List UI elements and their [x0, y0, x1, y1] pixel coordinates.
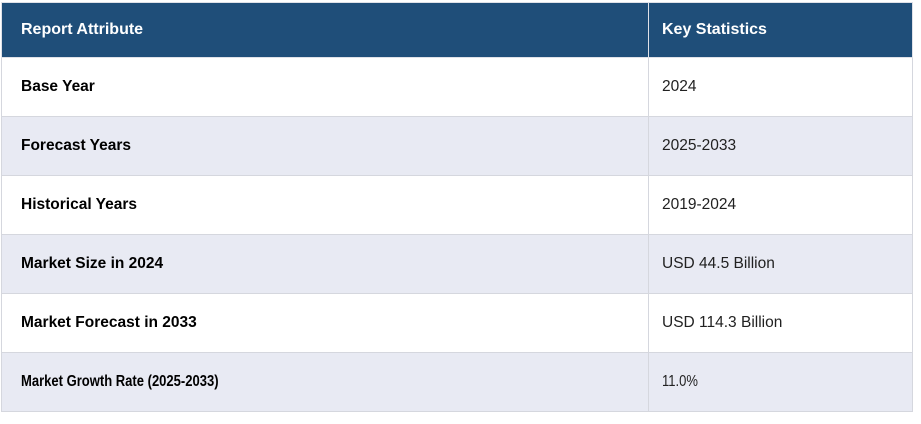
attribute-cell: Historical Years	[1, 175, 649, 235]
value-text: 2024	[662, 78, 697, 95]
attribute-label: Market Growth Rate (2025-2033)	[21, 373, 219, 390]
value-text: 11.0%	[662, 373, 698, 390]
value-text: USD 114.3 Billion	[662, 314, 783, 331]
attribute-cell: Forecast Years	[1, 116, 649, 176]
header-row: Report Attribute Key Statistics	[1, 2, 913, 58]
attribute-label: Base Year	[21, 78, 95, 95]
table-body: Base Year 2024 Forecast Years 2025-2033 …	[1, 57, 913, 412]
value-cell: USD 44.5 Billion	[648, 234, 913, 294]
attribute-cell: Market Growth Rate (2025-2033)	[1, 352, 649, 412]
value-text: 2025-2033	[662, 137, 737, 154]
table-row: Market Size in 2024 USD 44.5 Billion	[1, 234, 913, 294]
table-header: Report Attribute Key Statistics	[1, 2, 913, 58]
attribute-label: Market Size in 2024	[21, 255, 164, 272]
column-header-key-statistics: Key Statistics	[648, 2, 913, 58]
attribute-label: Forecast Years	[21, 137, 132, 154]
value-cell: 11.0%	[648, 352, 913, 412]
attribute-cell: Market Forecast in 2033	[1, 293, 649, 353]
attribute-cell: Base Year	[1, 57, 649, 117]
attribute-label: Market Forecast in 2033	[21, 314, 197, 331]
table-row: Market Forecast in 2033 USD 114.3 Billio…	[1, 293, 913, 353]
table-row: Base Year 2024	[1, 57, 913, 117]
value-text: USD 44.5 Billion	[662, 255, 775, 272]
value-cell: 2024	[648, 57, 913, 117]
column-header-report-attribute: Report Attribute	[1, 2, 649, 58]
value-cell: 2019-2024	[648, 175, 913, 235]
table-row: Market Growth Rate (2025-2033) 11.0%	[1, 352, 913, 412]
report-attributes-table: Report Attribute Key Statistics Base Yea…	[1, 2, 913, 412]
value-cell: 2025-2033	[648, 116, 913, 176]
value-cell: USD 114.3 Billion	[648, 293, 913, 353]
table-row: Forecast Years 2025-2033	[1, 116, 913, 176]
value-text: 2019-2024	[662, 196, 737, 213]
table-row: Historical Years 2019-2024	[1, 175, 913, 235]
column-header-label: Key Statistics	[662, 21, 767, 38]
attribute-label: Historical Years	[21, 196, 138, 213]
attribute-cell: Market Size in 2024	[1, 234, 649, 294]
column-header-label: Report Attribute	[21, 21, 144, 38]
